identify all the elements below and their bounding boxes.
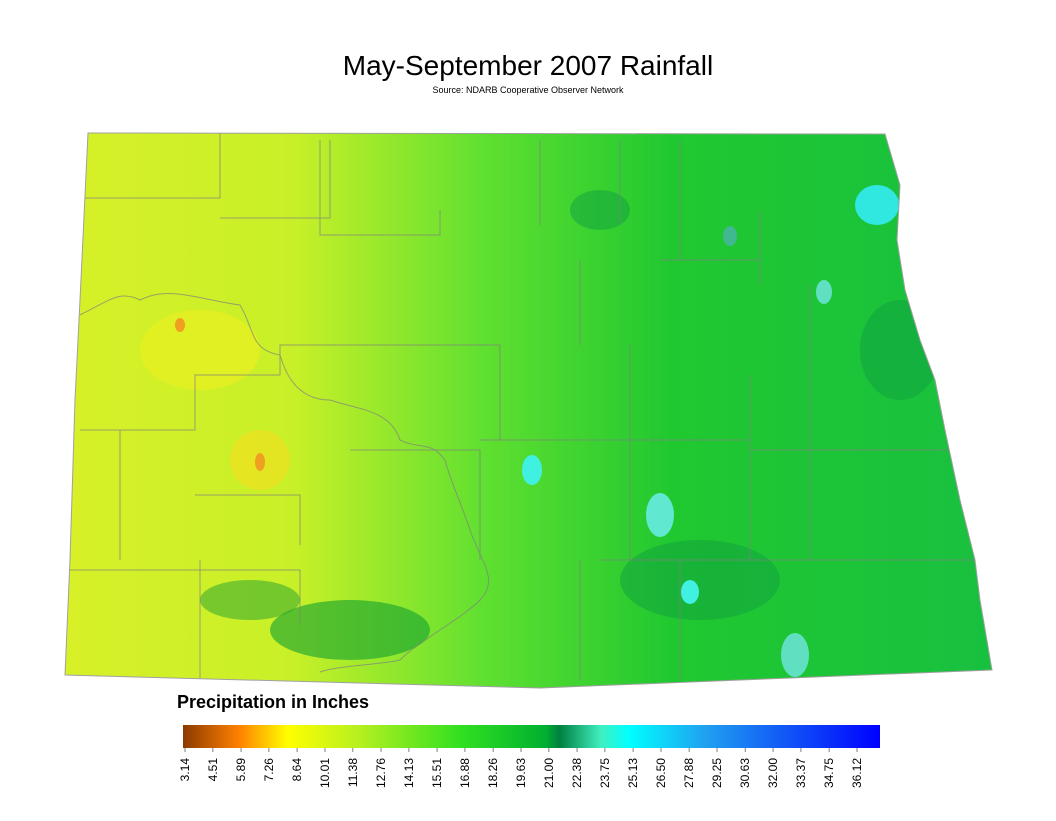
state-outline bbox=[64, 132, 993, 689]
tick-label: 30.63 bbox=[738, 758, 752, 788]
tick-label: 32.00 bbox=[766, 758, 780, 788]
tick-label: 14.13 bbox=[402, 758, 416, 788]
legend-ticks: 3.14 4.51 5.89 7.26 8.64 10.01 11.38 12.76 14.13… bbox=[178, 748, 864, 788]
tick-label: 15.51 bbox=[430, 758, 444, 788]
color-bar bbox=[183, 725, 880, 748]
source: Source: NDARB Cooperative Observer Netwo… bbox=[432, 85, 624, 95]
tick-label: 36.12 bbox=[850, 758, 864, 788]
tick-label: 18.26 bbox=[486, 758, 500, 788]
tick-label: 34.75 bbox=[822, 758, 836, 788]
tick-label: 33.37 bbox=[794, 758, 808, 788]
tick-label: 23.75 bbox=[598, 758, 612, 788]
rainfall-map bbox=[65, 133, 992, 688]
tick-label: 8.64 bbox=[290, 758, 304, 782]
tick-label: 10.01 bbox=[318, 758, 332, 788]
tick-label: 12.76 bbox=[374, 758, 388, 788]
tick-label: 25.13 bbox=[626, 758, 640, 788]
tick-label: 29.25 bbox=[710, 758, 724, 788]
tick-label: 7.26 bbox=[262, 758, 276, 782]
tick-label: 3.14 bbox=[178, 758, 192, 782]
tick-label: 27.88 bbox=[682, 758, 696, 788]
tick-label: 22.38 bbox=[570, 758, 584, 788]
tick-label: 5.89 bbox=[234, 758, 248, 782]
legend-title: Precipitation in Inches bbox=[177, 692, 369, 712]
tick-label: 19.63 bbox=[514, 758, 528, 788]
tick-label: 16.88 bbox=[458, 758, 472, 788]
tick-label: 26.50 bbox=[654, 758, 668, 788]
tick-label: 4.51 bbox=[206, 758, 220, 782]
tick-label: 21.00 bbox=[542, 758, 556, 788]
title: May-September 2007 Rainfall bbox=[343, 50, 713, 81]
tick-label: 11.38 bbox=[346, 758, 360, 787]
